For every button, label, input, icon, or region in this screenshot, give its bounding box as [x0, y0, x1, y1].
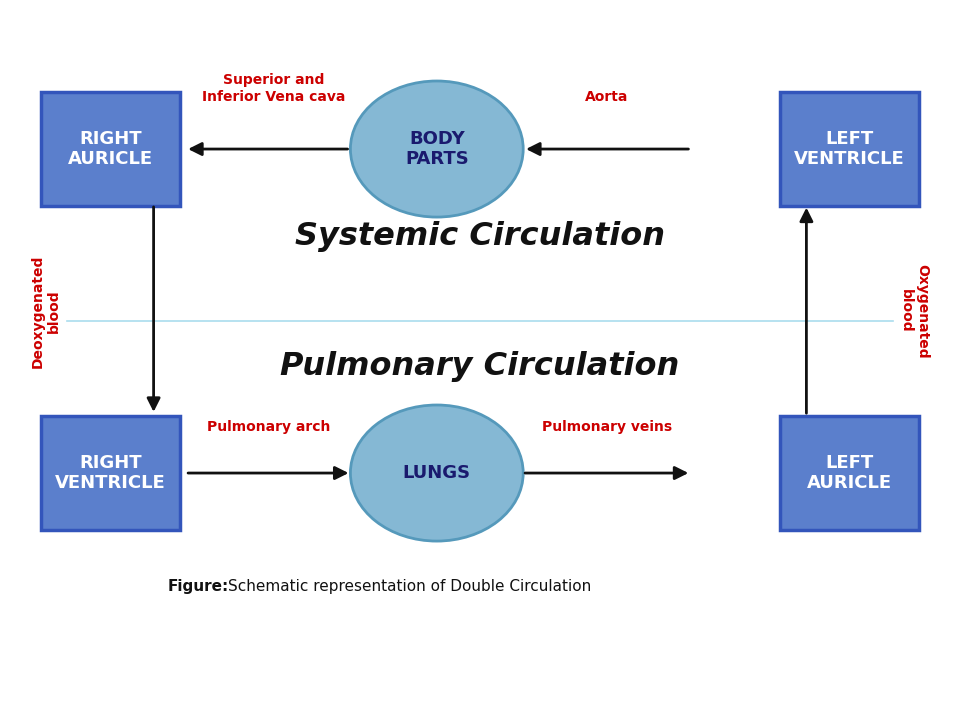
FancyBboxPatch shape	[780, 92, 920, 206]
FancyBboxPatch shape	[41, 92, 180, 206]
Text: LEFT
AURICLE: LEFT AURICLE	[807, 454, 892, 492]
Text: LUNGS: LUNGS	[403, 464, 470, 482]
Ellipse shape	[350, 81, 523, 217]
Text: Pulmonary veins: Pulmonary veins	[541, 420, 672, 434]
FancyBboxPatch shape	[41, 416, 180, 530]
Text: RIGHT
AURICLE: RIGHT AURICLE	[68, 130, 153, 168]
Text: Figure:: Figure:	[168, 579, 229, 594]
Text: Systemic Circulation: Systemic Circulation	[295, 221, 665, 252]
Ellipse shape	[350, 405, 523, 541]
Text: BODY
PARTS: BODY PARTS	[405, 130, 468, 168]
Text: Pulmonary arch: Pulmonary arch	[207, 420, 330, 434]
Text: Superior and
Inferior Vena cava: Superior and Inferior Vena cava	[202, 73, 346, 104]
Text: Aorta: Aorta	[585, 90, 629, 104]
FancyBboxPatch shape	[780, 416, 920, 530]
Text: LEFT
VENTRICLE: LEFT VENTRICLE	[794, 130, 905, 168]
Text: RIGHT
VENTRICLE: RIGHT VENTRICLE	[55, 454, 166, 492]
Text: Pulmonary Circulation: Pulmonary Circulation	[280, 351, 680, 382]
Text: Schematic representation of Double Circulation: Schematic representation of Double Circu…	[228, 579, 590, 594]
Text: Oxygenated
blood: Oxygenated blood	[899, 264, 929, 359]
Text: easybiologynotes.com: easybiologynotes.com	[651, 674, 931, 694]
Text: Deoxygenated
blood: Deoxygenated blood	[31, 254, 61, 368]
